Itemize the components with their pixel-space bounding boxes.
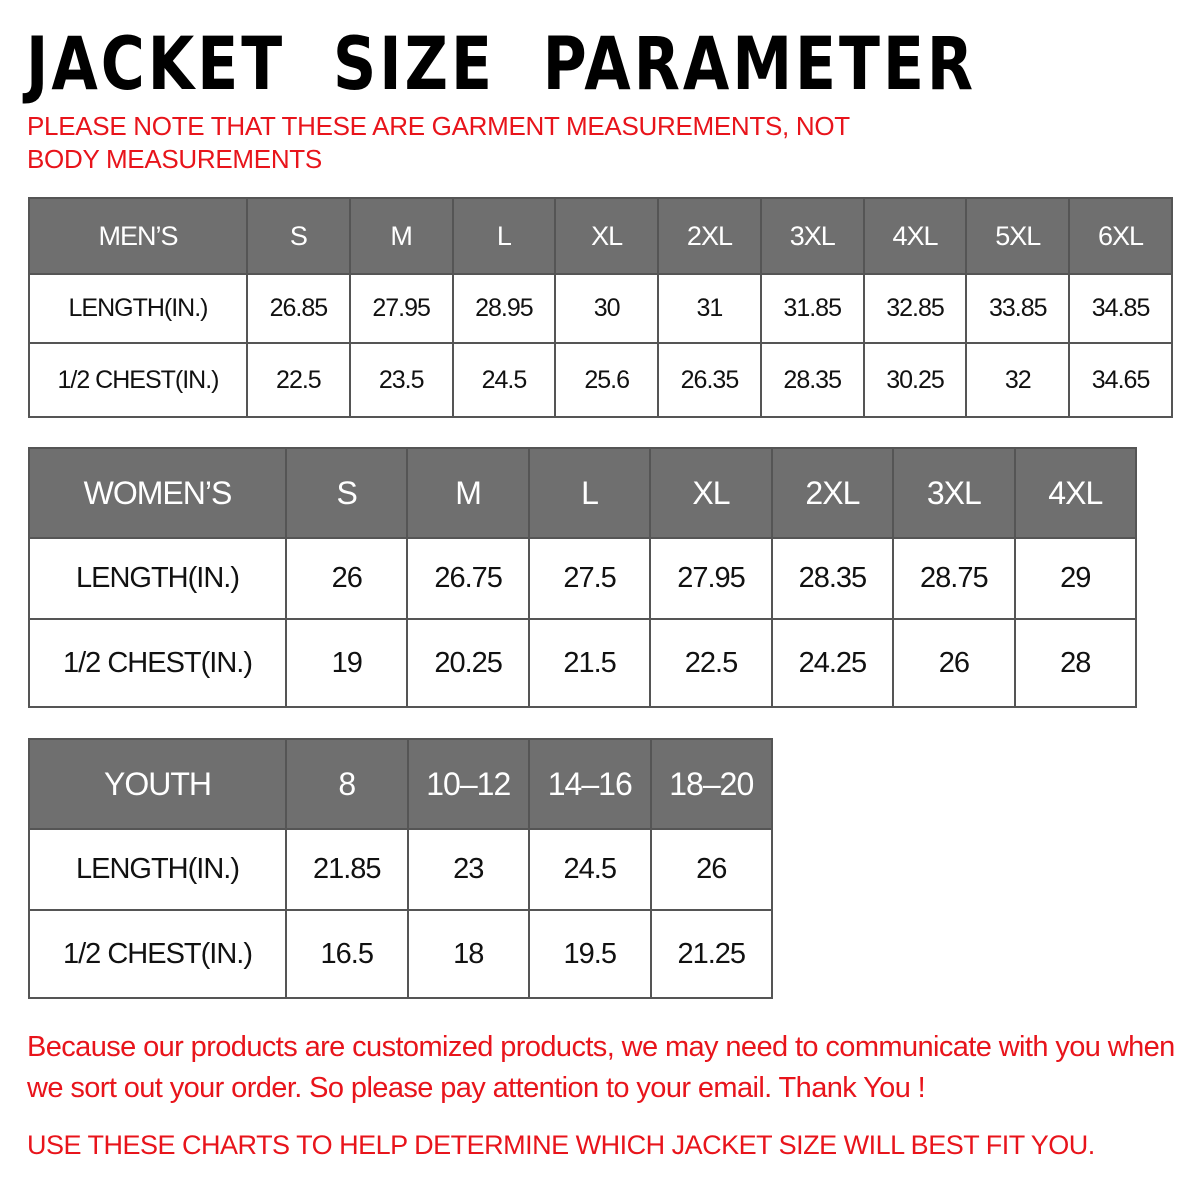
measurement-cell: 28.35: [759, 342, 865, 418]
row-label: 1/2 CHEST(IN.): [28, 618, 287, 708]
measurement-cell: 22.5: [246, 342, 351, 418]
measurement-cell: 26.75: [406, 537, 530, 620]
measurement-cell: 28: [1013, 618, 1138, 708]
size-header: 18–20: [649, 738, 773, 830]
measurement-cell: 16.5: [285, 909, 409, 999]
measurement-cell: 21.85: [285, 828, 409, 911]
womens-size-table: WOMEN’S S M L XL 2XL 3XL 4XL LENGTH(IN.) 26 26.75 2…: [28, 447, 1138, 708]
size-header: 10–12: [406, 738, 530, 830]
size-header: L: [451, 197, 557, 275]
measurement-cell: 24.5: [528, 828, 652, 911]
measurement-cell: 20.25: [406, 618, 530, 708]
page-title: JACKET SIZE PARAMETER: [26, 22, 977, 108]
size-header: M: [348, 197, 454, 275]
measurement-cell: 25.6: [554, 342, 660, 418]
size-header: S: [246, 197, 351, 275]
measurement-cell: 24.25: [770, 618, 895, 708]
measurement-cell: 26: [649, 828, 773, 911]
size-header: 4XL: [862, 197, 968, 275]
size-header: S: [284, 447, 409, 539]
row-label: 1/2 CHEST(IN.): [28, 342, 248, 418]
size-header: M: [406, 447, 530, 539]
measurement-cell: 26.35: [657, 342, 762, 418]
measurement-cell: 19: [284, 618, 409, 708]
row-label: LENGTH(IN.): [28, 828, 287, 911]
measurement-cell: 31.85: [759, 273, 865, 344]
size-header: XL: [554, 197, 660, 275]
size-header: 3XL: [759, 197, 865, 275]
measurement-cell: 28.35: [770, 537, 895, 620]
measurement-cell: 18: [406, 909, 530, 999]
measurement-cell: 19.5: [528, 909, 652, 999]
measurement-cell: 23: [406, 828, 530, 911]
mens-size-table: MEN’S S M L XL 2XL 3XL 4XL 5XL 6XL LENGTH(IN.) 26.8…: [28, 197, 1173, 418]
size-header: XL: [649, 447, 773, 539]
measurement-cell: 28.95: [451, 273, 557, 344]
table-row: LENGTH(IN.) 26.85 27.95 28.95 30 31 31.85 32.85…: [28, 273, 1173, 344]
measurement-cell: 33.85: [965, 273, 1071, 344]
measurement-cell: 30.25: [862, 342, 968, 418]
size-header: L: [527, 447, 652, 539]
measurement-cell: 26: [284, 537, 409, 620]
table-row: LENGTH(IN.) 21.85 23 24.5 26: [28, 828, 773, 911]
measurement-cell: 27.95: [649, 537, 773, 620]
table-row: 1/2 CHEST(IN.) 19 20.25 21.5 22.5 24.25 26 28: [28, 618, 1138, 708]
table-category-header: MEN’S: [28, 197, 248, 275]
measurement-cell: 29: [1013, 537, 1138, 620]
measurement-cell: 23.5: [348, 342, 454, 418]
measurement-cell: 26.85: [246, 273, 351, 344]
size-header: 2XL: [657, 197, 762, 275]
table-category-header: WOMEN’S: [28, 447, 287, 539]
measurement-cell: 26: [892, 618, 1016, 708]
row-label: LENGTH(IN.): [28, 537, 287, 620]
size-header: 3XL: [892, 447, 1016, 539]
measurement-cell: 31: [657, 273, 762, 344]
size-instruction: USE THESE CHARTS TO HELP DETERMINE WHICH…: [27, 1130, 1095, 1160]
table-category-header: YOUTH: [28, 738, 287, 830]
size-header: 5XL: [965, 197, 1071, 275]
measurement-cell: 28.75: [892, 537, 1016, 620]
table-row: LENGTH(IN.) 26 26.75 27.5 27.95 28.35 28.75 29: [28, 537, 1138, 620]
measurement-cell: 21.5: [527, 618, 652, 708]
row-label: 1/2 CHEST(IN.): [28, 909, 287, 999]
measurement-cell: 32.85: [862, 273, 968, 344]
table-row: 1/2 CHEST(IN.) 22.5 23.5 24.5 25.6 26.35 28.35…: [28, 342, 1173, 418]
row-label: LENGTH(IN.): [28, 273, 248, 344]
measurement-cell: 24.5: [451, 342, 557, 418]
measurement-cell: 22.5: [649, 618, 773, 708]
size-header: 4XL: [1013, 447, 1138, 539]
size-header: 6XL: [1068, 197, 1173, 275]
youth-size-table: YOUTH 8 10–12 14–16 18–20 LENGTH(IN.) 21.85 23 2…: [28, 738, 773, 999]
customization-message: Because our products are customized prod…: [27, 1031, 1175, 1104]
measurement-cell: 27.95: [348, 273, 454, 344]
header-row: YOUTH 8 10–12 14–16 18–20: [28, 738, 773, 830]
size-header: 8: [285, 738, 409, 830]
table-row: 1/2 CHEST(IN.) 16.5 18 19.5 21.25: [28, 909, 773, 999]
measurement-cell: 30: [554, 273, 660, 344]
measurement-cell: 27.5: [527, 537, 652, 620]
size-header: 2XL: [770, 447, 895, 539]
measurement-cell: 34.65: [1068, 342, 1173, 418]
header-row: WOMEN’S S M L XL 2XL 3XL 4XL: [28, 447, 1138, 539]
measurement-cell: 21.25: [649, 909, 773, 999]
measurement-note: PLEASE NOTE THAT THESE ARE GARMENT MEASU…: [27, 111, 850, 174]
header-row: MEN’S S M L XL 2XL 3XL 4XL 5XL 6XL: [28, 197, 1173, 275]
size-header: 14–16: [528, 738, 652, 830]
measurement-cell: 32: [965, 342, 1071, 418]
measurement-cell: 34.85: [1068, 273, 1173, 344]
